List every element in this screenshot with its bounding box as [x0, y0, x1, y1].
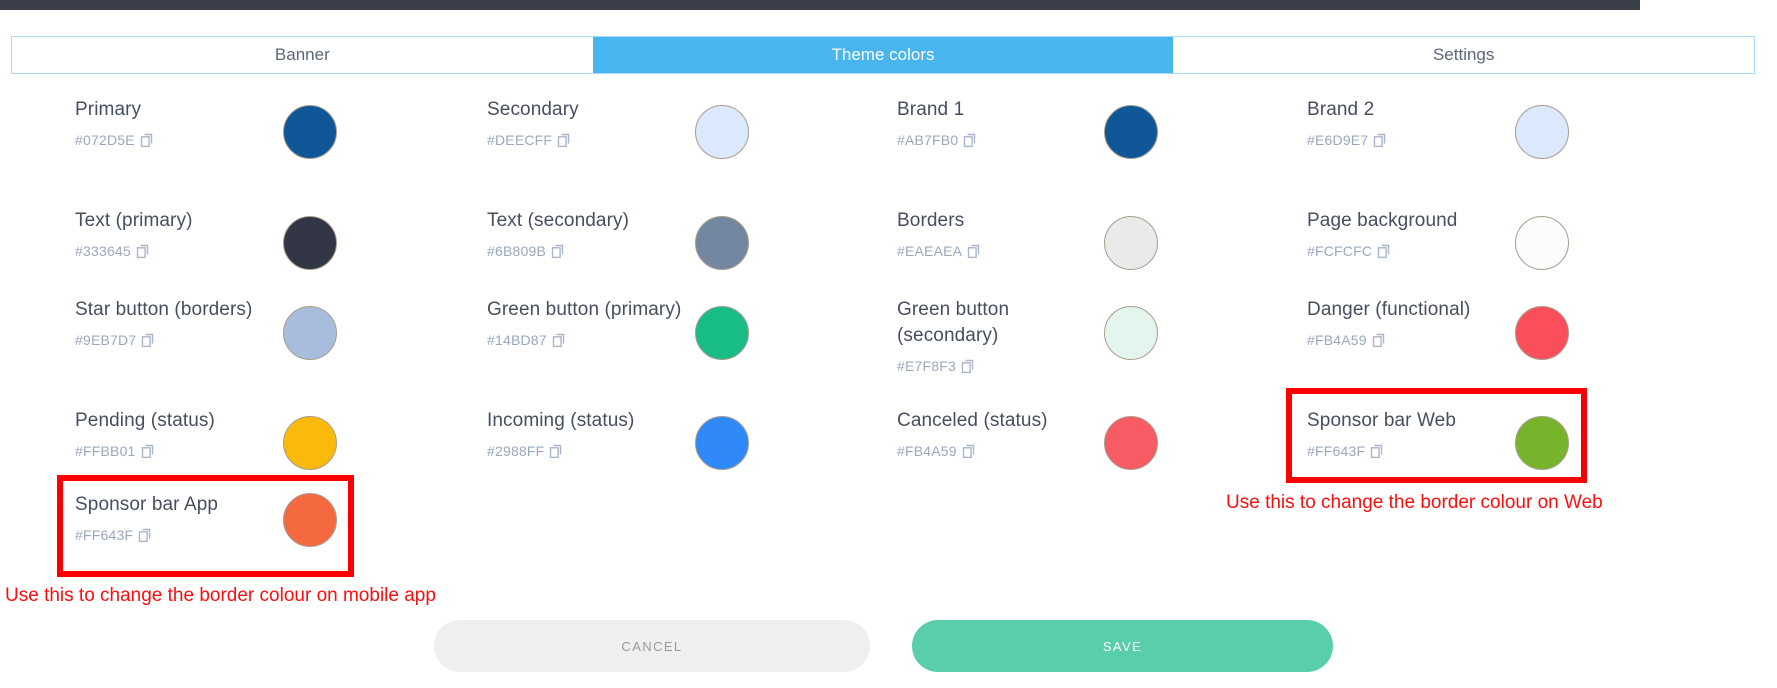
color-label: Page background: [1307, 210, 1458, 231]
color-swatch-brand-2[interactable]: [1515, 105, 1569, 159]
color-hex: #FF643F: [1307, 443, 1366, 459]
cancel-button[interactable]: CANCEL: [434, 620, 870, 672]
color-hex: #DEECFF: [487, 132, 553, 148]
copy-icon[interactable]: [1372, 333, 1385, 348]
copy-icon[interactable]: [141, 333, 154, 348]
color-swatch-star-button-borders[interactable]: [283, 306, 337, 360]
copy-icon[interactable]: [141, 444, 154, 459]
color-hex: #2988FF: [487, 443, 545, 459]
color-item-primary: Primary #072D5E: [75, 97, 153, 153]
color-hex: #FFBB01: [75, 443, 136, 459]
tab-banner[interactable]: Banner: [12, 37, 593, 73]
color-item-brand-1: Brand 1 #AB7FB0: [897, 97, 976, 153]
color-label: Text (primary): [75, 210, 193, 231]
color-label: Sponsor bar App: [75, 494, 219, 515]
save-button[interactable]: SAVE: [912, 620, 1333, 672]
color-swatch-canceled-status[interactable]: [1104, 416, 1158, 470]
annotation-web: Use this to change the border colour on …: [1226, 492, 1603, 513]
color-label: Green button (primary): [487, 299, 682, 320]
copy-icon[interactable]: [1373, 133, 1386, 148]
copy-icon[interactable]: [136, 244, 149, 259]
color-hex: #E6D9E7: [1307, 132, 1369, 148]
color-hex: #6B809B: [487, 243, 547, 259]
color-swatch-sponsor-bar-web[interactable]: [1515, 416, 1569, 470]
color-swatch-green-button-primary[interactable]: [695, 306, 749, 360]
tab-bar: Banner Theme colors Settings: [11, 36, 1755, 74]
color-hex: #FF643F: [75, 527, 134, 543]
color-swatch-brand-1[interactable]: [1104, 105, 1158, 159]
color-item-page-background: Page background #FCFCFC: [1307, 208, 1457, 264]
color-swatch-borders[interactable]: [1104, 216, 1158, 270]
color-hex: #9EB7D7: [75, 332, 137, 348]
color-item-pending-status: Pending (status) #FFBB01: [75, 408, 215, 464]
color-label: Incoming (status): [487, 410, 635, 431]
color-label: Borders: [897, 210, 965, 231]
copy-icon[interactable]: [140, 133, 153, 148]
color-hex: #E7F8F3: [897, 358, 956, 374]
color-item-sponsor-bar-web: Sponsor bar Web #FF643F: [1307, 408, 1456, 464]
color-label: Text (secondary): [487, 210, 630, 231]
copy-icon[interactable]: [557, 133, 570, 148]
color-label: Primary: [75, 99, 142, 120]
color-label: Canceled (status): [897, 410, 1048, 431]
color-swatch-page-background[interactable]: [1515, 216, 1569, 270]
color-hex: #FB4A59: [1307, 332, 1367, 348]
copy-icon[interactable]: [549, 444, 562, 459]
color-swatch-text-primary[interactable]: [283, 216, 337, 270]
color-swatch-danger-functional[interactable]: [1515, 306, 1569, 360]
copy-icon[interactable]: [967, 244, 980, 259]
color-hex: #14BD87: [487, 332, 547, 348]
color-item-star-button-borders: Star button (borders) #9EB7D7: [75, 297, 252, 353]
color-label: Sponsor bar Web: [1307, 410, 1457, 431]
color-hex: #FCFCFC: [1307, 243, 1373, 259]
copy-icon[interactable]: [961, 359, 974, 374]
color-swatch-secondary[interactable]: [695, 105, 749, 159]
tab-theme-colors[interactable]: Theme colors: [592, 37, 1174, 73]
color-swatch-incoming-status[interactable]: [695, 416, 749, 470]
color-item-danger-functional: Danger (functional) #FB4A59: [1307, 297, 1470, 353]
window-top-bar: [0, 0, 1640, 10]
copy-icon[interactable]: [962, 444, 975, 459]
color-item-incoming-status: Incoming (status) #2988FF: [487, 408, 634, 464]
color-swatch-sponsor-bar-app[interactable]: [283, 493, 337, 547]
color-item-text-primary: Text (primary) #333645: [75, 208, 193, 264]
color-item-text-secondary: Text (secondary) #6B809B: [487, 208, 629, 264]
copy-icon[interactable]: [138, 528, 151, 543]
color-hex: #AB7FB0: [897, 132, 959, 148]
color-item-secondary: Secondary #DEECFF: [487, 97, 579, 153]
color-item-green-button-secondary: Green button (secondary) #E7F8F3: [897, 297, 1075, 379]
color-label: Brand 2: [1307, 99, 1375, 120]
copy-icon[interactable]: [552, 333, 565, 348]
color-swatch-primary[interactable]: [283, 105, 337, 159]
color-hex: #EAEAEA: [897, 243, 963, 259]
copy-icon[interactable]: [963, 133, 976, 148]
color-item-canceled-status: Canceled (status) #FB4A59: [897, 408, 1048, 464]
color-label: Pending (status): [75, 410, 215, 431]
color-swatch-pending-status[interactable]: [283, 416, 337, 470]
color-label: Green button (secondary): [897, 299, 1010, 346]
color-label: Danger (functional): [1307, 299, 1471, 320]
color-hex: #333645: [75, 243, 131, 259]
color-hex: #072D5E: [75, 132, 135, 148]
color-label: Star button (borders): [75, 299, 253, 320]
annotation-app: Use this to change the border colour on …: [5, 585, 436, 606]
color-item-green-button-primary: Green button (primary) #14BD87: [487, 297, 681, 353]
color-swatch-green-button-secondary[interactable]: [1104, 306, 1158, 360]
copy-icon[interactable]: [551, 244, 564, 259]
tab-settings[interactable]: Settings: [1173, 37, 1755, 73]
copy-icon[interactable]: [1377, 244, 1390, 259]
color-item-sponsor-bar-app: Sponsor bar App #FF643F: [75, 492, 218, 548]
color-item-brand-2: Brand 2 #E6D9E7: [1307, 97, 1386, 153]
color-label: Brand 1: [897, 99, 965, 120]
color-item-borders: Borders #EAEAEA: [897, 208, 980, 264]
color-label: Secondary: [487, 99, 579, 120]
color-swatch-text-secondary[interactable]: [695, 216, 749, 270]
color-hex: #FB4A59: [897, 443, 957, 459]
copy-icon[interactable]: [1370, 444, 1383, 459]
